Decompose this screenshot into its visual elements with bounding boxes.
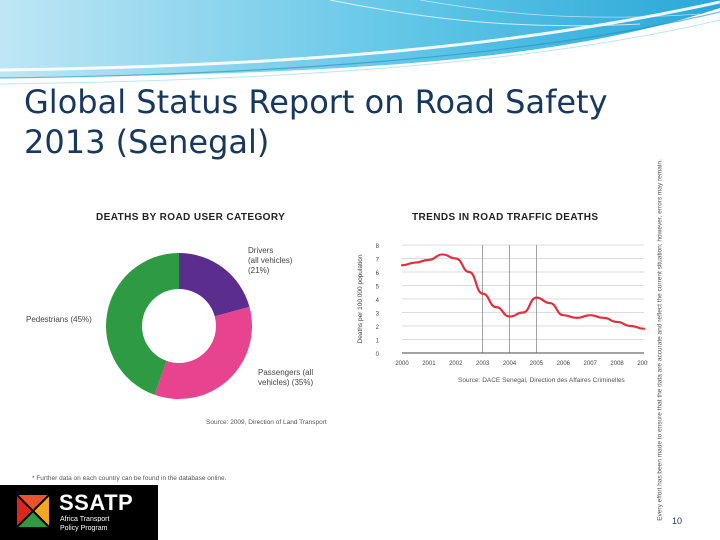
side-note: Every effort has been made to ensure tha… — [656, 159, 664, 521]
y-tick-label: 8 — [376, 244, 380, 250]
slide-title-line-2: 2013 (Senegal) — [24, 123, 270, 161]
slide-title-line-1: Global Status Report on Road Safety — [24, 83, 608, 121]
logo-subtitle-line-1: Africa Transport — [60, 516, 110, 523]
donut-slice-drivers — [179, 253, 250, 317]
legend-label-passengers: Passengers (all vehicles) (35%) — [258, 368, 313, 388]
y-tick-label: 2 — [376, 325, 380, 331]
y-tick-label: 6 — [376, 271, 380, 277]
ssatp-logo: SSATP Africa Transport Policy Program — [0, 485, 158, 540]
logo-subtitle-line-2: Policy Program — [60, 525, 108, 532]
donut-source-note: Source: 2009, Direction of Land Transpor… — [206, 419, 327, 426]
y-tick-label: 3 — [376, 312, 380, 318]
drivers-label-line-1: Drivers — [248, 246, 274, 255]
line-chart: 0 1 2 3 4 5 6 7 8 2000 2001 2002 2003 2004 2005 2006 200… — [357, 244, 648, 367]
legend-label-pedestrians: Pedestrians (45%) — [26, 315, 92, 325]
x-tick-label: 2009 — [637, 361, 648, 367]
drivers-label-line-3: (21%) — [248, 266, 270, 275]
y-tick-label: 7 — [376, 258, 380, 264]
y-tick-label: 5 — [376, 285, 380, 291]
x-tick-label: 2003 — [476, 361, 490, 367]
passengers-label-line-1: Passengers (all — [258, 368, 314, 377]
passengers-label-line-2: vehicles) (35%) — [258, 378, 314, 387]
x-tick-label: 2007 — [584, 361, 598, 367]
x-tick-label: 2004 — [503, 361, 517, 367]
y-tick-label: 0 — [376, 352, 380, 358]
footnote: * Further data on each country can be fo… — [32, 475, 227, 482]
line-source-note: Source: DACE Senegal, Direction des Affa… — [458, 377, 625, 384]
donut-slice-passengers — [154, 306, 252, 399]
donut-chart — [106, 253, 252, 399]
logo-name: SSATP — [59, 490, 134, 515]
donut-chart-title: DEATHS BY ROAD USER CATEGORY — [96, 212, 286, 223]
x-tick-label: 2001 — [422, 361, 436, 367]
x-tick-label: 2005 — [530, 361, 544, 367]
series-line-road-deaths — [400, 253, 646, 330]
line-chart-title: TRENDS IN ROAD TRAFFIC DEATHS — [412, 212, 599, 223]
y-axis-label: Deaths per 100 000 population — [357, 254, 364, 343]
x-tick-label: 2000 — [395, 361, 409, 367]
legend-label-drivers: Drivers (all vehicles) (21%) — [248, 246, 292, 276]
x-tick-label: 2008 — [610, 361, 624, 367]
x-tick-label: 2002 — [449, 361, 463, 367]
y-tick-label: 4 — [376, 298, 380, 304]
donut-slice-pedestrians — [106, 253, 179, 395]
pedestrians-label-line-1: Pedestrians (45%) — [26, 315, 92, 324]
page-number: 10 — [672, 516, 683, 526]
drivers-label-line-2: (all vehicles) — [248, 256, 293, 265]
side-note-text: Every effort has been made to ensure tha… — [656, 159, 664, 521]
ssatp-logo-mark-icon — [16, 494, 50, 528]
y-tick-label: 1 — [376, 339, 380, 345]
donut-chart-panel: DEATHS BY ROAD USER CATEGORY Drivers (al… — [22, 205, 352, 435]
x-tick-label: 2006 — [557, 361, 571, 367]
slide-title: Global Status Report on Road Safety 2013… — [24, 82, 664, 162]
header-wave-decoration — [0, 0, 720, 85]
line-chart-panel: TRENDS IN ROAD TRAFFIC DEATHS 0 1 2 3 4 5 6 7 8 2… — [352, 205, 648, 395]
